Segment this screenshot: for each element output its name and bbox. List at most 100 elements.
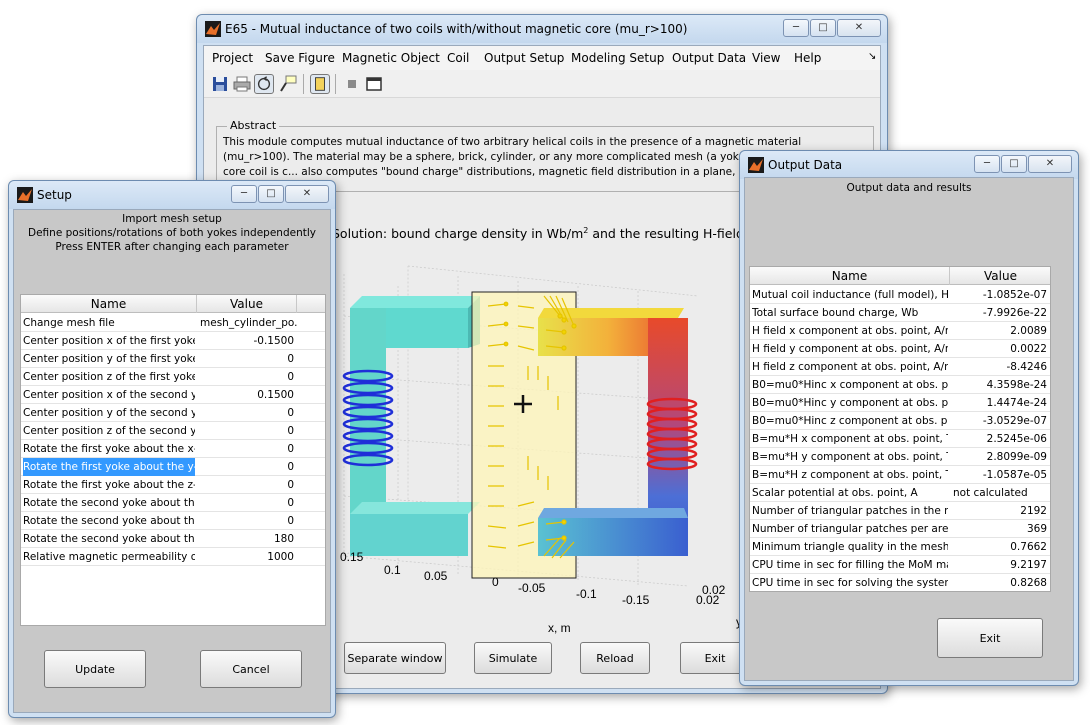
row-value-cell[interactable]: 0 (287, 461, 294, 473)
row-name-cell[interactable]: Center position y of the first yoke,m (23, 353, 195, 365)
save-icon[interactable] (210, 74, 230, 94)
row-value-cell[interactable]: 4.3598e-24 (986, 379, 1047, 391)
table-row[interactable]: Rotate the second yoke about the... 0 (21, 494, 325, 512)
row-value-cell[interactable]: 0 (287, 425, 294, 437)
row-name-cell[interactable]: H field y component at obs. point, A/m (752, 343, 948, 355)
table-row[interactable]: B=mu*H x component at obs. point, T 2.524… (750, 430, 1050, 448)
window-icon[interactable] (364, 74, 384, 94)
table-row[interactable]: B0=mu0*Hinc x component at obs. poin... 4… (750, 376, 1050, 394)
row-name-cell[interactable]: CPU time in sec for solving the system .… (752, 577, 948, 589)
table-row[interactable]: B=mu*H y component at obs. point, T 2.809… (750, 448, 1050, 466)
table-row[interactable]: Rotate the first yoke about the y-a... 0 (21, 458, 325, 476)
table-row[interactable]: Change mesh file mesh_cylinder_po... (21, 314, 325, 332)
row-name-cell[interactable]: Rotate the first yoke about the z-a... (23, 479, 195, 491)
close-button[interactable]: ✕ (837, 19, 881, 37)
row-value-cell[interactable]: 9.2197 (1010, 559, 1047, 571)
table-row[interactable]: B0=mu0*Hinc z component at obs. poin... -… (750, 412, 1050, 430)
row-value-cell[interactable]: 0 (287, 353, 294, 365)
row-name-cell[interactable]: Mutual coil inductance (full model), H (752, 289, 948, 301)
table-row[interactable]: Number of triangular patches in the me..… (750, 502, 1050, 520)
row-value-cell[interactable]: -1.0587e-05 (982, 469, 1047, 481)
row-name-cell[interactable]: Relative magnetic permeability of ... (23, 551, 195, 563)
row-value-cell[interactable]: 0 (287, 479, 294, 491)
table-row[interactable]: H field y component at obs. point, A/m 0.… (750, 340, 1050, 358)
output-window-titlebar[interactable]: Output Data ─ □ ✕ (740, 151, 1078, 179)
table-row[interactable]: H field z component at obs. point, A/m -8… (750, 358, 1050, 376)
close-button[interactable]: ✕ (285, 185, 329, 203)
rotate-3d-icon[interactable] (254, 74, 274, 94)
table-row[interactable]: CPU time in sec for filling the MoM matr… (750, 556, 1050, 574)
row-name-cell[interactable]: B0=mu0*Hinc x component at obs. poin... (752, 379, 948, 391)
row-value-cell[interactable]: 2.5245e-06 (986, 433, 1047, 445)
row-value-cell[interactable]: 0.7662 (1010, 541, 1047, 553)
output-exit-button[interactable]: Exit (937, 618, 1043, 658)
row-name-cell[interactable]: Center position x of the first yoke,m (23, 335, 195, 347)
row-value-cell[interactable]: 0 (287, 407, 294, 419)
table-row[interactable]: Mutual coil inductance (full model), H -1… (750, 286, 1050, 304)
row-name-cell[interactable]: H field x component at obs. point, A/m (752, 325, 948, 337)
menu-project[interactable]: Project (212, 51, 254, 65)
row-name-cell[interactable]: CPU time in sec for filling the MoM matr… (752, 559, 948, 571)
row-name-cell[interactable]: Rotate the first yoke about the x-a... (23, 443, 195, 455)
table-row[interactable]: B0=mu0*Hinc y component at obs. poin... 1… (750, 394, 1050, 412)
table-row[interactable]: Center position x of the first yoke,m -0.… (21, 332, 325, 350)
table-row[interactable]: Center position z of the first yoke,m 0 (21, 368, 325, 386)
row-value-cell[interactable]: 2.8099e-09 (986, 451, 1047, 463)
table-row[interactable]: B=mu*H z component at obs. point, T -1.05… (750, 466, 1050, 484)
row-name-cell[interactable]: Center position y of the second y... (23, 407, 195, 419)
menu-coil[interactable]: Coil (447, 51, 470, 65)
table-row[interactable]: Number of triangular patches per area ..… (750, 520, 1050, 538)
row-value-cell[interactable]: 0.0022 (1010, 343, 1047, 355)
row-value-cell[interactable]: 369 (1026, 523, 1047, 535)
row-name-cell[interactable]: Minimum triangle quality in the mesh (752, 541, 948, 553)
data-cursor-icon[interactable] (278, 74, 298, 94)
maximize-button[interactable]: □ (258, 185, 284, 203)
close-button[interactable]: ✕ (1028, 155, 1072, 173)
row-name-cell[interactable]: B=mu*H y component at obs. point, T (752, 451, 948, 463)
row-name-cell[interactable]: Change mesh file (23, 317, 115, 329)
cancel-button[interactable]: Cancel (200, 650, 302, 688)
row-value-cell[interactable]: 180 (273, 533, 294, 545)
row-value-cell[interactable]: 2.0089 (1010, 325, 1047, 337)
minimize-button[interactable]: ─ (231, 185, 257, 203)
table-row[interactable]: Rotate the first yoke about the x-a... 0 (21, 440, 325, 458)
row-name-cell[interactable]: Rotate the first yoke about the y-a... (23, 458, 195, 476)
table-row[interactable]: Minimum triangle quality in the mesh 0.76… (750, 538, 1050, 556)
menu-output-setup[interactable]: Output Setup (484, 51, 565, 65)
menu-overflow-icon[interactable]: ↘ (868, 51, 877, 62)
table-row[interactable]: Center position y of the first yoke,m 0 (21, 350, 325, 368)
row-name-cell[interactable]: B=mu*H x component at obs. point, T (752, 433, 948, 445)
row-value-cell[interactable]: -0.1500 (253, 335, 294, 347)
plot-area[interactable]: 0.15 0.1 0.05 0 -0.05 -0.1 -0.15 0.02 0.… (338, 256, 744, 636)
row-name-cell[interactable]: Rotate the second yoke about the... (23, 497, 195, 509)
print-icon[interactable] (232, 74, 252, 94)
reload-button[interactable]: Reload (580, 642, 650, 674)
menu-modeling-setup[interactable]: Modeling Setup (571, 51, 665, 65)
table-row[interactable]: Rotate the second yoke about the... 0 (21, 512, 325, 530)
update-button[interactable]: Update (44, 650, 146, 688)
layout-icon[interactable] (310, 74, 330, 94)
row-value-cell[interactable]: 0 (287, 371, 294, 383)
menu-save-figure[interactable]: Save Figure (265, 51, 335, 65)
table-row[interactable]: Total surface bound charge, Wb -7.9926e-2… (750, 304, 1050, 322)
row-name-cell[interactable]: H field z component at obs. point, A/m (752, 361, 948, 373)
row-name-cell[interactable]: Rotate the second yoke about the... (23, 515, 195, 527)
row-value-cell[interactable]: 0 (287, 497, 294, 509)
minimize-button[interactable]: ─ (974, 155, 1000, 173)
row-name-cell[interactable]: B=mu*H z component at obs. point, T (752, 469, 948, 481)
table-row[interactable]: Relative magnetic permeability of ... 100… (21, 548, 325, 566)
table-row[interactable]: Scalar potential at obs. point, A not cal… (750, 484, 1050, 502)
stop-icon[interactable] (342, 74, 362, 94)
maximize-button[interactable]: □ (1001, 155, 1027, 173)
row-name-cell[interactable]: Center position z of the second y... (23, 425, 195, 437)
menu-magnetic-object[interactable]: Magnetic Object (342, 51, 440, 65)
row-name-cell[interactable]: Number of triangular patches per area ..… (752, 523, 948, 535)
row-value-cell[interactable]: 0.8268 (1010, 577, 1047, 589)
table-row[interactable]: Rotate the second yoke about the... 180 (21, 530, 325, 548)
row-name-cell[interactable]: Total surface bound charge, Wb (752, 307, 919, 319)
row-value-cell[interactable]: not calculated (953, 487, 1028, 499)
separate-window-button[interactable]: Separate window (344, 642, 446, 674)
row-name-cell[interactable]: Rotate the second yoke about the... (23, 533, 195, 545)
row-value-cell[interactable]: -8.4246 (1006, 361, 1047, 373)
row-value-cell[interactable]: 2192 (1020, 505, 1047, 517)
